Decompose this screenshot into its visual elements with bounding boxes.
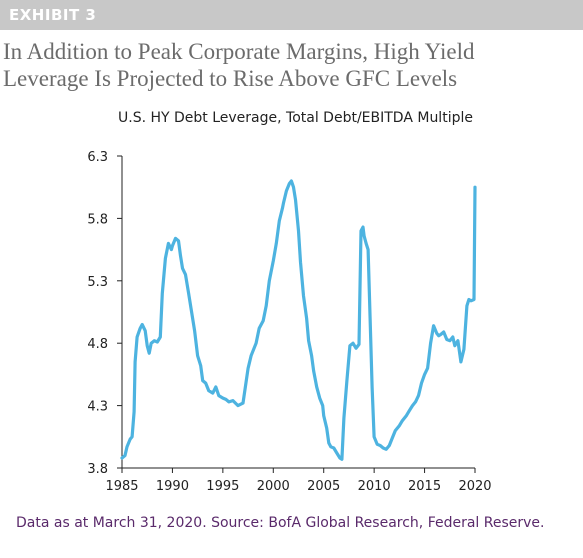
headline-line-1: In Addition to Peak Corporate Margins, H… (3, 39, 475, 64)
headline: In Addition to Peak Corporate Margins, H… (3, 38, 581, 92)
series-line (120, 179, 477, 461)
x-tick-label: 1995 (206, 479, 239, 494)
x-tick-label: 2010 (358, 479, 391, 494)
x-tick-label: 2015 (408, 479, 441, 494)
y-tick-label: 5.3 (87, 275, 108, 290)
y-tick-label: 3.8 (87, 462, 108, 477)
headline-line-2: Leverage Is Projected to Rise Above GFC … (3, 66, 458, 91)
exhibit-header-bar: EXHIBIT 3 (0, 0, 583, 30)
y-tick-label: 6.3 (87, 150, 108, 165)
x-tick-label: 2000 (257, 479, 290, 494)
source-footnote: Data as at March 31, 2020. Source: BofA … (16, 515, 545, 531)
chart-title: U.S. HY Debt Leverage, Total Debt/EBITDA… (118, 110, 473, 126)
x-tick-label: 2005 (307, 479, 340, 494)
x-tick-label: 2020 (458, 479, 491, 494)
y-tick-label: 4.8 (87, 337, 108, 352)
chart-axes: 6.3 5.8 5.3 4.8 4.3 3.8 1985 1990 1995 2000 2005 20… (87, 150, 491, 494)
y-tick-label: 4.3 (87, 400, 108, 415)
x-tick-label: 1990 (156, 479, 189, 494)
chart-series (120, 179, 477, 461)
exhibit-label: EXHIBIT 3 (9, 6, 97, 24)
x-tick-label: 1985 (105, 479, 138, 494)
y-tick-label: 5.8 (87, 212, 108, 227)
